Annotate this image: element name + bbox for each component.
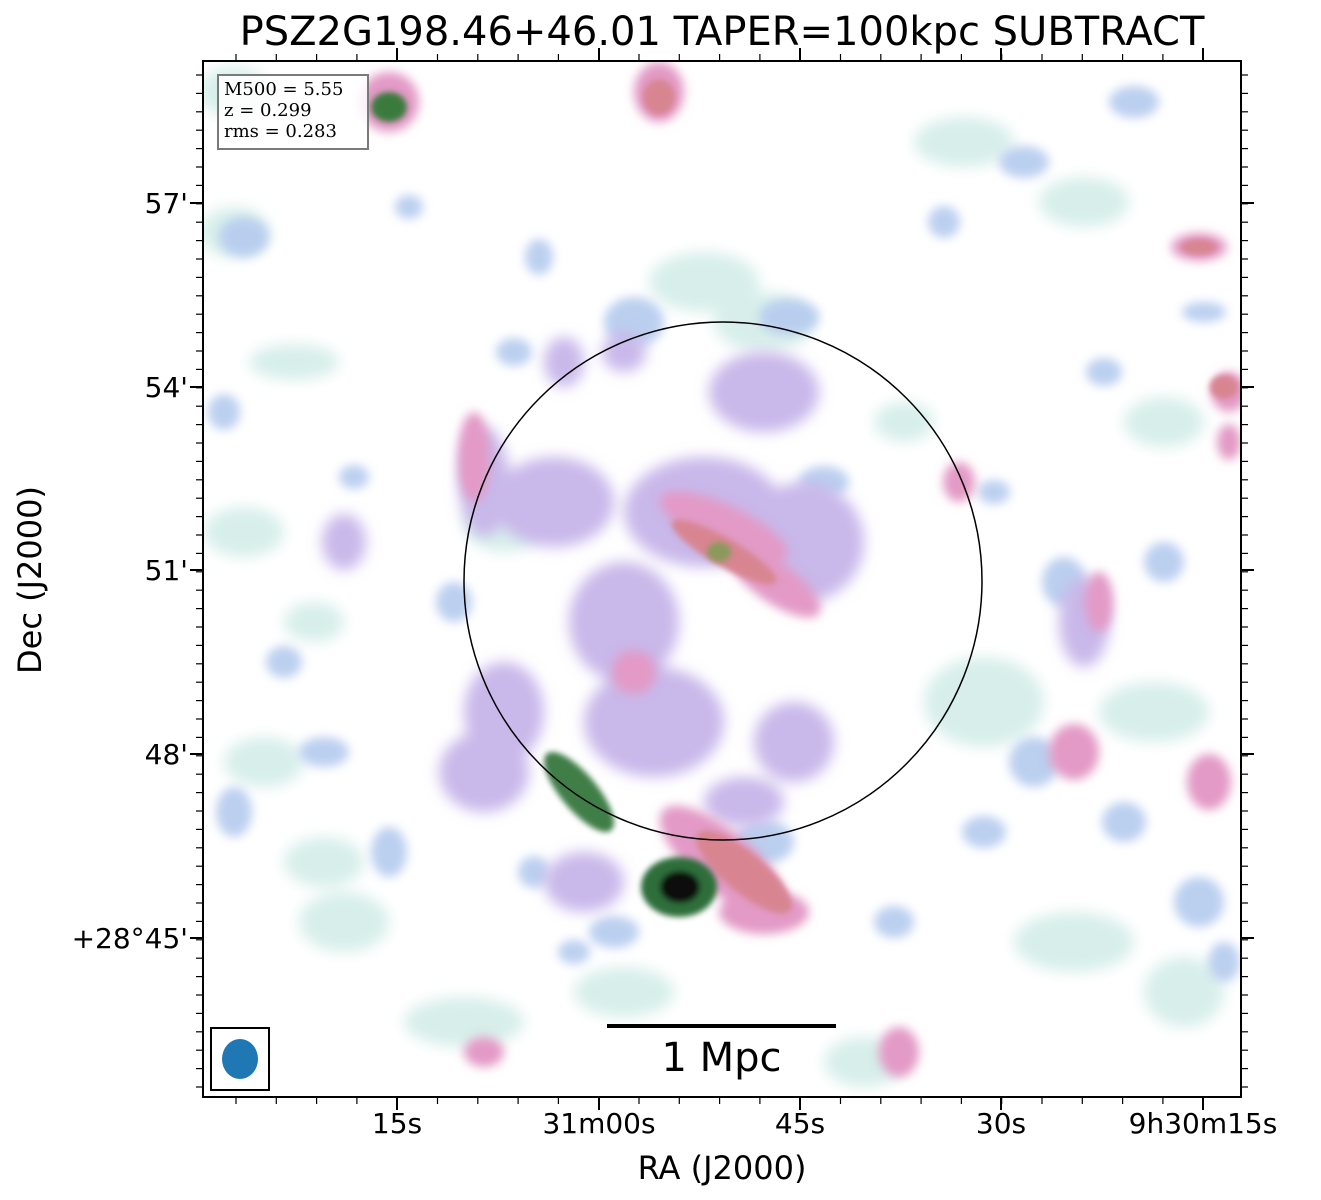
redshift-label: z = 0.299 — [224, 100, 312, 121]
radio-map-panel — [202, 60, 1242, 1098]
ytick-label: 57' — [144, 187, 188, 220]
cluster-info-box: M500 = 5.55 z = 0.299 rms = 0.283 — [217, 74, 369, 150]
radio-intensity-map — [204, 62, 1240, 1087]
mass-label: M500 = 5.55 — [224, 79, 344, 100]
scalebar-label: 1 Mpc — [661, 1035, 782, 1081]
xtick-label: 30s — [975, 1107, 1027, 1140]
ytick-label: 54' — [144, 371, 188, 404]
ytick-label: 51' — [144, 554, 188, 587]
y-axis-label: Dec (J2000) — [11, 486, 49, 674]
ytick-label: +28°45' — [71, 922, 188, 955]
ytick-label: 48' — [144, 738, 188, 771]
xtick-label: 45s — [774, 1107, 826, 1140]
x-axis-label: RA (J2000) — [637, 1149, 807, 1187]
xtick-label: 15s — [371, 1107, 423, 1140]
scalebar-line — [607, 1024, 836, 1028]
xtick-label: 31m00s — [542, 1107, 656, 1140]
ellipse-icon — [222, 1039, 258, 1079]
beam-box — [210, 1027, 270, 1091]
plot-title: PSZ2G198.46+46.01 TAPER=100kpc SUBTRACT — [239, 9, 1205, 55]
r500-circle — [463, 321, 983, 841]
xtick-label: 9h30m15s — [1128, 1107, 1278, 1140]
rms-label: rms = 0.283 — [224, 121, 337, 142]
